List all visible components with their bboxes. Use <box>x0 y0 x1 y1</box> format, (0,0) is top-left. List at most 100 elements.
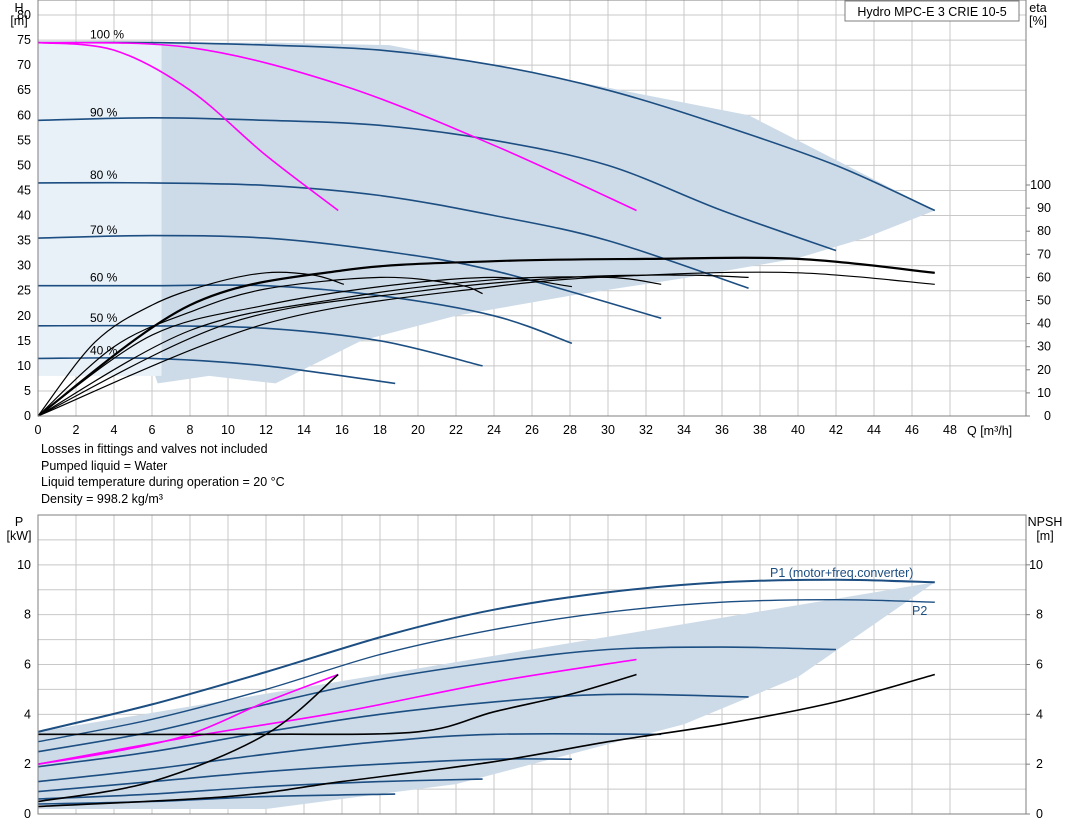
top-y-right-tick-label: 90 <box>1037 201 1051 215</box>
top-x-tick-label: 44 <box>867 423 881 437</box>
top-x-tick-label: 6 <box>149 423 156 437</box>
top-curves <box>37 41 936 417</box>
npsh-axis-unit: [m] <box>1036 529 1053 543</box>
power-curve <box>37 793 396 805</box>
top-x-tick-label: 12 <box>259 423 273 437</box>
npsh-curve <box>37 673 339 803</box>
bottom-y-right-tick-label: 2 <box>1036 757 1043 771</box>
power-curve <box>37 758 572 793</box>
x-axis-label: Q [m³/h] <box>967 424 1012 438</box>
top-x-tick-label: 16 <box>335 423 349 437</box>
note-losses: Losses in fittings and valves not includ… <box>41 442 268 456</box>
bottom-y-left-tick-label: 0 <box>24 807 31 821</box>
bottom-operating-area <box>38 582 935 810</box>
p2-series-label: P2 <box>912 604 927 618</box>
qh-limit-curve <box>37 41 339 212</box>
bottom-y-left-tick-label: 4 <box>24 707 31 721</box>
top-y-left-tick-label: 35 <box>17 234 31 248</box>
bottom-curves <box>37 578 936 808</box>
qh-limit-curve <box>37 41 637 212</box>
top-x-tick-label: 22 <box>449 423 463 437</box>
top-x-tick-label: 4 <box>111 423 118 437</box>
bottom-tick-labels: 0 2 4 6 8 10 0 2 4 6 8 10 <box>17 558 1043 821</box>
top-y-right-tick-label: 20 <box>1037 363 1051 377</box>
top-y-left-tick-label: 60 <box>17 108 31 122</box>
note-temperature: Liquid temperature during operation = 20… <box>41 475 285 490</box>
top-y-right-tick-label: 80 <box>1037 224 1051 238</box>
bottom-y-right-tick-label: 10 <box>1029 558 1043 572</box>
top-x-tick-label: 14 <box>297 423 311 437</box>
product-label-box <box>844 0 1020 22</box>
top-x-tick-label: 18 <box>373 423 387 437</box>
y-left-label-unit: [m] <box>10 14 27 28</box>
npsh-curve <box>37 673 637 736</box>
npsh-axis-symbol: NPSH <box>1028 515 1063 529</box>
top-x-tick-label: 28 <box>563 423 577 437</box>
top-y-left-tick-label: 70 <box>17 58 31 72</box>
efficiency-curve <box>37 274 749 417</box>
top-x-tick-label: 8 <box>187 423 194 437</box>
p1-series-label: P1 (motor+freq.converter) <box>770 566 913 580</box>
top-operating-area <box>38 42 935 384</box>
head-efficiency-chart: 0 2 4 6 8 10 12 14 16 18 20 22 24 26 28 30 32 34 36 38 40 42 4… <box>10 0 1051 438</box>
top-y-left-tick-label: 75 <box>17 33 31 47</box>
bottom-y-left-tick-label: 10 <box>17 558 31 572</box>
y-right-label-unit: [%] <box>1029 14 1047 28</box>
top-x-tick-label: 32 <box>639 423 653 437</box>
speed-label: 100 % <box>90 28 124 42</box>
top-y-right-tick-label: 100 <box>1030 178 1051 192</box>
y-left-label-symbol: H <box>14 1 23 15</box>
power-axis-unit: [kW] <box>7 529 32 543</box>
top-x-tick-label: 46 <box>905 423 919 437</box>
top-x-tick-label: 42 <box>829 423 843 437</box>
top-x-tick-label: 2 <box>73 423 80 437</box>
p2-curve <box>37 598 935 743</box>
top-x-tick-label: 10 <box>221 423 235 437</box>
bottom-operating-area-shape <box>38 582 935 810</box>
top-y-right-tick-label: 70 <box>1037 247 1051 261</box>
qh-curve <box>37 181 749 289</box>
top-y-right-tick-label: 0 <box>1044 409 1051 423</box>
top-x-tick-label: 30 <box>601 423 615 437</box>
bottom-y-right-tick-label: 4 <box>1036 707 1043 721</box>
speed-label: 70 % <box>90 223 118 237</box>
top-y-left-tick-label: 80 <box>17 8 31 22</box>
top-y-right-tick-label: 10 <box>1037 386 1051 400</box>
top-y-left-tick-label: 20 <box>17 309 31 323</box>
top-y-right-tick-label: 60 <box>1037 270 1051 284</box>
top-operating-area-shape <box>38 42 935 384</box>
npsh-curve <box>37 673 936 808</box>
top-tick-labels: 0 2 4 6 8 10 12 14 16 18 20 22 24 26 28 30 32 34 36 38 40 42 4… <box>17 8 1051 437</box>
bottom-y-left-tick-label: 2 <box>24 757 31 771</box>
top-y-left-tick-label: 45 <box>17 183 31 197</box>
power-limit-curve <box>37 658 637 765</box>
note-liquid: Pumped liquid = Water <box>41 458 168 473</box>
qh-curve <box>37 41 936 212</box>
top-x-tick-label: 38 <box>753 423 767 437</box>
top-y-left-tick-label: 0 <box>24 409 31 423</box>
top-x-tick-label: 40 <box>791 423 805 437</box>
power-npsh-chart: 0 2 4 6 8 10 0 2 4 6 8 10 P [kW] NPSH [m] P1 (motor… <box>7 514 1063 821</box>
speed-labels: 100 % 90 % 80 % 70 % 60 % 50 % 40 % <box>90 28 124 358</box>
top-y-left-tick-label: 65 <box>17 83 31 97</box>
top-light-area <box>38 42 162 376</box>
qh-curve <box>37 324 483 367</box>
efficiency-best-curve <box>37 256 935 417</box>
speed-label: 50 % <box>90 311 118 325</box>
top-y-left-tick-label: 55 <box>17 133 31 147</box>
speed-label: 40 % <box>90 343 118 357</box>
power-curve <box>37 732 662 783</box>
bottom-y-right-tick-label: 8 <box>1036 608 1043 622</box>
bottom-y-left-tick-label: 6 <box>24 658 31 672</box>
efficiency-curve <box>37 276 572 417</box>
product-label: Hydro MPC-E 3 CRIE 10-5 <box>857 5 1006 19</box>
top-x-tick-label: 34 <box>677 423 691 437</box>
top-x-tick-label: 20 <box>411 423 425 437</box>
power-curve <box>37 778 483 800</box>
top-y-right-tick-label: 50 <box>1037 294 1051 308</box>
power-curve <box>37 693 749 768</box>
operating-notes: Losses in fittings and valves not includ… <box>41 441 285 507</box>
speed-label: 60 % <box>90 271 118 285</box>
p1-curve <box>37 578 935 733</box>
